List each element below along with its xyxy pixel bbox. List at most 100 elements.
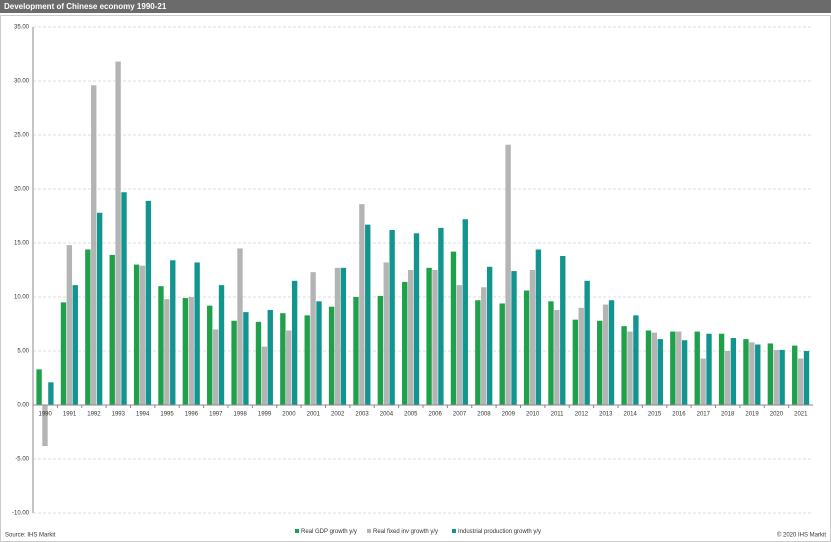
bar: [560, 255, 566, 405]
bar: [182, 298, 189, 405]
bar: [499, 303, 505, 405]
bar: [456, 285, 463, 405]
x-tick-label: 2016: [672, 412, 686, 418]
bar: [633, 315, 639, 405]
bar: [261, 346, 268, 405]
x-tick-label: 1993: [112, 412, 126, 418]
bar: [432, 270, 438, 405]
bar: [743, 339, 749, 405]
bar: [475, 300, 481, 405]
y-tick-label: 5.00: [17, 349, 29, 355]
bar: [627, 331, 633, 405]
bar: [718, 333, 725, 405]
bar: [645, 330, 652, 405]
bar: [505, 144, 511, 405]
bar: [36, 369, 42, 405]
bar: [164, 299, 170, 405]
bar: [389, 230, 395, 405]
bar: [803, 351, 810, 405]
bar: [340, 267, 347, 405]
bar: [304, 315, 310, 405]
bar: [792, 345, 798, 405]
bar: [773, 349, 779, 405]
x-tick-label: 1991: [63, 412, 77, 418]
bar: [243, 312, 249, 405]
bar: [170, 260, 176, 405]
y-tick-label: 0.00: [17, 403, 29, 409]
x-tick-label: 2000: [282, 412, 296, 418]
bar: [779, 349, 785, 405]
bar: [133, 264, 140, 405]
bar: [42, 405, 48, 447]
y-tick-label: 30.00: [14, 79, 30, 85]
bar: [657, 339, 663, 405]
bar: [694, 331, 700, 405]
legend-label: Real fixed inv growth y/y: [373, 529, 438, 535]
bar: [353, 297, 359, 405]
bar: [365, 224, 371, 405]
x-tick-label: 2005: [404, 412, 418, 418]
bar: [481, 287, 487, 405]
y-tick-label: 15.00: [14, 241, 30, 247]
bar: [523, 290, 530, 405]
x-tick-label: 2014: [624, 412, 638, 418]
bar: [60, 302, 67, 405]
bar: [706, 333, 712, 405]
bar: [218, 285, 225, 405]
x-tick-label: 1999: [258, 412, 272, 418]
legend-label: Industrial production growth y/y: [458, 529, 541, 535]
bar: [334, 267, 341, 405]
bar: [548, 301, 554, 405]
bar: [681, 340, 688, 405]
bar: [584, 280, 590, 405]
bar: [755, 344, 761, 405]
bar: [188, 297, 194, 405]
x-tick-label: 1994: [136, 412, 150, 418]
bar: [749, 342, 755, 405]
bar: [280, 313, 286, 405]
x-tick-label: 2013: [599, 412, 613, 418]
bar: [724, 351, 731, 405]
x-tick-label: 2011: [551, 412, 565, 418]
bar: [438, 227, 444, 405]
bar: [115, 61, 121, 406]
legend-swatch: [452, 529, 456, 533]
bar: [486, 266, 493, 405]
bar: [194, 262, 200, 405]
x-tick-label: 2001: [307, 412, 321, 418]
bar: [212, 329, 219, 405]
bar: [383, 262, 389, 405]
bar: [145, 200, 152, 405]
x-tick-label: 1990: [39, 412, 53, 418]
bar: [651, 332, 658, 405]
bar: [328, 306, 335, 405]
bar: [377, 295, 384, 405]
bar: [267, 309, 273, 405]
bar: [85, 249, 91, 405]
x-tick-label: 1992: [87, 412, 101, 418]
bar: [426, 267, 432, 405]
y-tick-label: -5.00: [15, 457, 29, 463]
bar: [48, 382, 54, 405]
x-tick-label: 2002: [331, 412, 345, 418]
chart-title: Development of Chinese economy 1990-21: [4, 2, 167, 11]
bar: [237, 248, 243, 405]
bar: [511, 271, 517, 405]
x-tick-label: 2017: [697, 412, 711, 418]
x-tick-label: 1995: [160, 412, 174, 418]
x-tick-label: 1998: [234, 412, 248, 418]
x-tick-label: 2015: [648, 412, 662, 418]
bar: [413, 233, 420, 405]
bar: [121, 192, 127, 405]
bar: [676, 331, 682, 405]
source: Source: IHS Markit: [5, 533, 56, 539]
bar: [139, 265, 146, 405]
bar: [72, 285, 78, 405]
x-tick-label: 2003: [355, 412, 369, 418]
bar: [291, 280, 298, 405]
y-tick-label: 35.00: [14, 25, 30, 31]
x-tick-label: 2007: [453, 412, 467, 418]
copyright: © 2020 IHS Markit: [777, 532, 826, 539]
bar: [286, 330, 292, 405]
